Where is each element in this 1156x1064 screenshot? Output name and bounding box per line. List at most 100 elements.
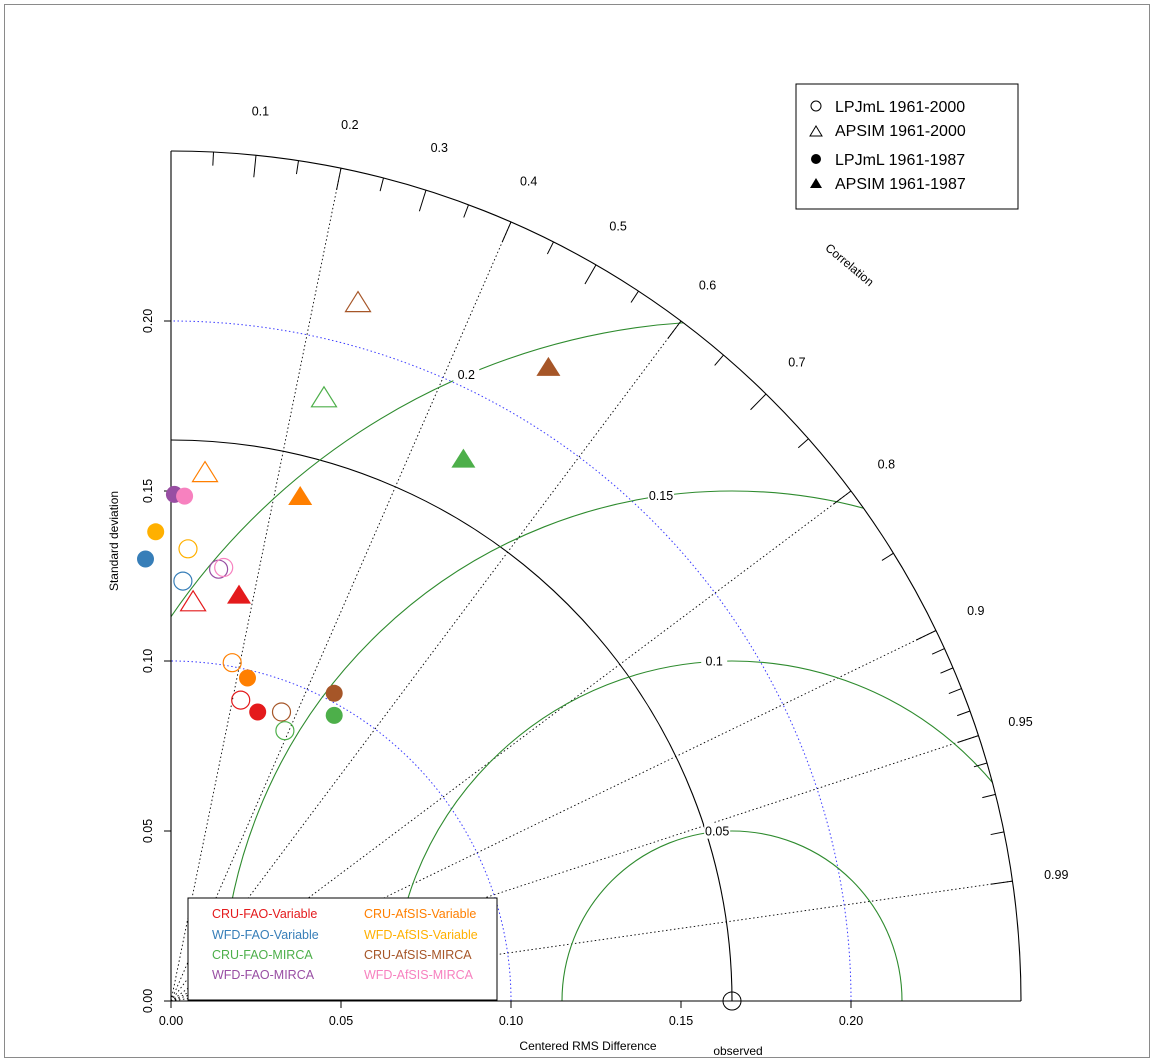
data-point [288,486,313,506]
observed-sd-arc [170,439,733,1002]
rms-label-bg [453,366,480,383]
correlation-tick-label: 0.6 [699,279,716,293]
correlation-tick-label: 0.99 [1044,868,1068,882]
x-tick-label: 0.20 [839,1014,863,1028]
triangle-open-icon [809,125,823,137]
data-point [271,702,292,722]
category-legend-box [187,897,498,1001]
correlation-minor-tick [714,354,724,366]
correlation-minor-tick [546,241,554,255]
y-tick-label: 0.05 [141,819,155,843]
data-point [178,539,198,559]
correlation-gridline [170,490,852,1002]
correlation-minor-tick [295,160,299,175]
grid-layer: 0.05 0.1 0.15 0.2 [170,168,1021,1002]
correlation-tick-label: 0.3 [431,141,448,155]
symbol-legend-item: APSIM 1961-2000 [835,123,966,140]
correlation-tick [915,630,937,641]
correlation-minor-tick [463,204,469,218]
correlation-gridline [170,630,937,1002]
category-legend-item: CRU-FAO-MIRCA [212,948,313,962]
correlation-tick-label: 0.9 [967,604,984,618]
data-point [344,290,372,313]
data-point [536,356,561,376]
correlation-gridline [170,221,512,1002]
data-point [176,487,194,505]
data-point [214,557,234,578]
rms-contour-label: 0.2 [458,368,475,382]
correlation-minor-tick [630,290,639,303]
rms-label-bg [648,486,675,503]
correlation-tick-label: 0.5 [609,220,626,234]
correlation-minor-tick [931,648,945,655]
data-point [325,684,343,702]
rms-contour [221,490,1021,1001]
x-tick-label: 0.05 [329,1014,353,1028]
correlation-tick [584,264,597,285]
data-point [451,448,476,468]
correlation-tick-label: 0.1 [252,104,269,118]
rms-label-bg [701,652,728,669]
data-point [249,703,267,721]
symbol-legend-item: LPJmL 1961-1987 [835,152,965,169]
rms-contour-label: 0.15 [649,489,673,503]
category-legend-item: WFD-FAO-Variable [212,928,319,942]
data-point [239,669,256,687]
correlation-tick [501,221,512,243]
rms-contour-label: 0.1 [706,654,723,668]
category-legend-item: CRU-FAO-Variable [212,907,317,921]
correlation-minor-tick [797,438,809,449]
category-legend-item: CRU-AfSIS-MIRCA [364,948,472,962]
correlation-tick [833,490,852,505]
symbol-legend-item: APSIM 1961-1987 [835,176,966,193]
x-axis-title: Centered RMS Difference [519,1039,657,1053]
symbol-legend-item: LPJmL 1961-2000 [835,99,965,116]
correlation-minor-tick [957,710,971,717]
y-tick-label: 0.20 [141,309,155,333]
y-tick-label: 0.15 [141,479,155,503]
correlation-gridline [170,735,979,1002]
correlation-tick-label: 0.2 [341,118,358,132]
correlation-tick [957,735,979,743]
data-point [325,706,343,724]
y-tick-label: 0.00 [141,989,155,1013]
rms-label-bg [704,822,731,839]
correlation-minor-tick [982,793,996,799]
correlation-tick-label: 0.4 [520,174,537,188]
data-point [173,571,193,591]
data-point [275,721,295,741]
circle-open-icon [810,100,822,112]
correlation-gridline [170,168,342,1002]
correlation-axis-title: Correlation [823,241,877,289]
x-tick-label: 0.10 [499,1014,523,1028]
data-point [147,523,165,541]
correlation-minor-tick [990,831,1005,836]
triangle-filled-icon [810,178,822,188]
correlation-tick-label: 0.8 [878,457,895,471]
symbol-legend: LPJmL 1961-2000 APSIM 1961-2000 LPJmL 19… [795,83,1019,210]
x-tick-label: 0.15 [669,1014,693,1028]
correlation-tick [253,155,257,178]
category-legend: CRU-FAO-Variable WFD-FAO-Variable CRU-FA… [187,897,498,1001]
rms-contour [391,660,1021,1001]
correlation-gridline [170,320,682,1002]
data-point [137,550,154,568]
category-legend-item: WFD-AfSIS-Variable [364,928,478,942]
observed-marker [722,991,742,1011]
rms-contour-label: 0.05 [705,825,729,839]
data-points [137,290,561,741]
observed-label: observed [713,1044,762,1058]
correlation-minor-tick [212,152,214,166]
correlation-tick-label: 0.95 [1008,715,1032,729]
data-point [179,589,207,612]
data-point [231,690,251,710]
correlation-minor-tick [379,177,384,192]
x-tick-label: 0.00 [159,1014,183,1028]
data-point [222,653,242,673]
data-point [310,385,338,408]
data-point [191,460,219,483]
correlation-tick [667,320,682,339]
symbol-legend-box [795,83,1019,210]
outer-arc [170,150,1022,1002]
